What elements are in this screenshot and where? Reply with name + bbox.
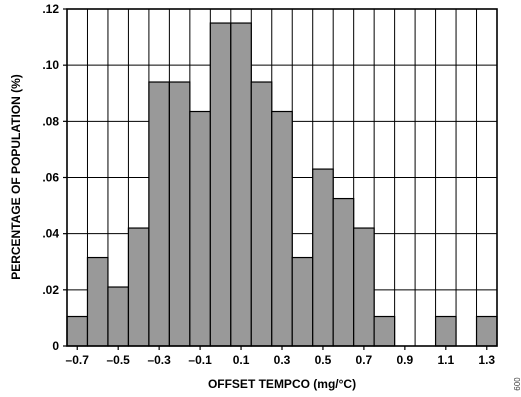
x-tick-label: 0.5 (315, 353, 332, 367)
histogram-bar (148, 81, 170, 347)
x-tick-label: –0.1 (188, 353, 212, 367)
histogram-bar (250, 81, 273, 347)
histogram-bar (475, 315, 498, 347)
histogram-bar (332, 197, 355, 347)
y-tick-label: .10 (42, 58, 59, 72)
x-tick-label: –0.3 (147, 353, 171, 367)
histogram-bar (353, 227, 375, 347)
x-tick-label: 0.9 (397, 353, 414, 367)
histogram-bar (230, 22, 252, 347)
y-tick-label: .02 (42, 283, 59, 297)
histogram-bar (291, 256, 314, 347)
x-tick-label: 1.3 (478, 353, 495, 367)
x-axis-title: OFFSET TEMPCO (mg/°C) (208, 377, 356, 391)
plot-frame (66, 8, 498, 347)
y-tick-label: .04 (42, 227, 59, 241)
y-tick-label: .12 (42, 2, 59, 16)
histogram-bar (434, 315, 457, 347)
bar-series (66, 22, 498, 347)
y-tick-labels: 0 .02 .04 .06 .08 .10 .12 (42, 2, 59, 353)
x-tick-label: –0.7 (66, 353, 90, 367)
x-tick-labels: –0.7 –0.5 –0.3 –0.1 0.1 0.3 0.5 0.7 0.9 1.1 1.3 (66, 353, 496, 367)
y-tick-label: .06 (42, 171, 59, 185)
x-tick-label: 0.7 (356, 353, 373, 367)
histogram-bar (373, 315, 396, 347)
y-axis-title: PERCENTAGE OF POPULATION (%) (9, 74, 23, 280)
figure-id-label: 009 (512, 377, 521, 391)
x-tick-label: 0.1 (233, 353, 250, 367)
x-tick-label: –0.5 (107, 353, 131, 367)
histogram-bar (189, 110, 211, 347)
histogram-bar (312, 168, 334, 347)
y-tick-label: 0 (52, 339, 59, 353)
x-tick-label: 0.3 (274, 353, 291, 367)
histogram-bar (107, 286, 130, 347)
histogram-bar (271, 110, 293, 347)
histogram-bar (209, 22, 232, 347)
histogram-bar (127, 227, 150, 347)
histogram-bar (86, 256, 109, 347)
x-tick-label: 1.1 (437, 353, 454, 367)
histogram-bar (66, 315, 89, 347)
y-tick-label: .08 (42, 114, 59, 128)
histogram-bar (168, 81, 191, 347)
